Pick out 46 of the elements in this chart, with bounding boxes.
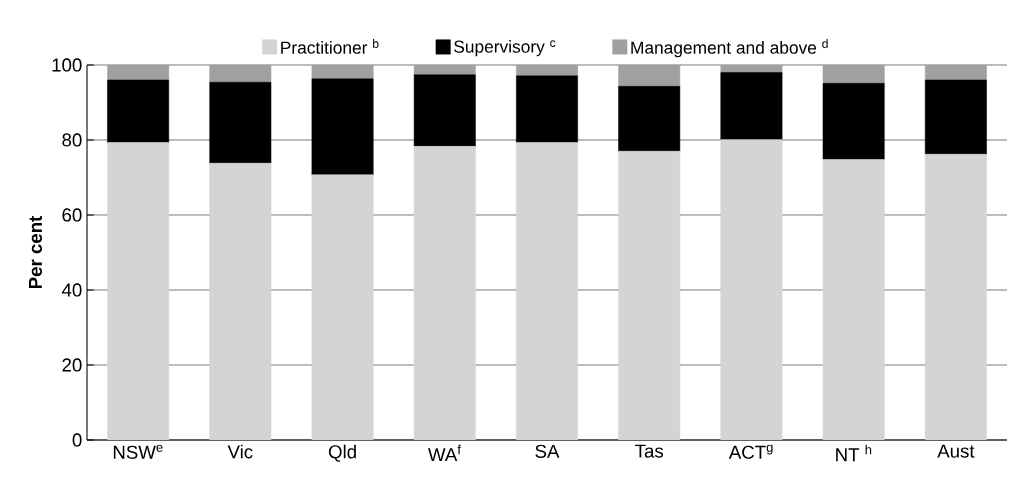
bar <box>822 159 885 440</box>
bar <box>618 150 681 440</box>
legend-label: Practitioner $^{b}$ <box>281 39 379 54</box>
bar <box>720 72 783 140</box>
bar <box>618 64 681 87</box>
y-tick-label: 80 <box>62 133 82 147</box>
y-tick-label: 20 <box>62 358 82 372</box>
bar <box>822 64 885 84</box>
legend-label: Supervisory $^{c}$ <box>454 40 556 57</box>
x-tick-label: SA <box>535 444 560 458</box>
bar <box>413 74 476 147</box>
bar <box>822 83 885 160</box>
bar <box>209 162 272 440</box>
y-axis-title: Per cent <box>28 215 42 289</box>
bar <box>516 64 578 77</box>
bar <box>413 64 476 76</box>
x-tick-label: WA$^{f}$ <box>428 444 461 462</box>
bar <box>209 81 272 164</box>
x-tick-label: NT $^{h}$ <box>836 444 872 462</box>
bar <box>516 142 578 440</box>
y-tick-label: 40 <box>61 283 82 297</box>
x-tick-label: Vic <box>227 444 253 459</box>
bar <box>413 146 476 440</box>
bar <box>209 64 272 83</box>
y-tick-label: 0 <box>72 433 82 447</box>
bar <box>107 64 170 81</box>
legend-label: Management and above $^{d}$ <box>631 39 828 58</box>
bar <box>107 79 170 143</box>
bar <box>924 153 987 440</box>
bar <box>720 139 783 440</box>
bar <box>618 86 681 152</box>
bar <box>720 64 783 73</box>
x-tick-label: Aust <box>937 444 975 458</box>
bar <box>924 79 987 155</box>
bar <box>924 64 987 81</box>
x-tick-label: Tas <box>635 444 664 458</box>
bar <box>107 142 170 440</box>
x-tick-label: ACT$^{g}$ <box>728 444 773 459</box>
bar <box>311 64 374 80</box>
x-tick-label: NSW$^{e}$ <box>113 444 163 459</box>
y-tick-label: 60 <box>62 208 82 222</box>
bar <box>311 78 374 176</box>
x-tick-label: Qld <box>328 444 356 462</box>
bar <box>311 174 374 440</box>
y-tick-label: 100 <box>52 58 82 72</box>
bar <box>516 75 578 143</box>
